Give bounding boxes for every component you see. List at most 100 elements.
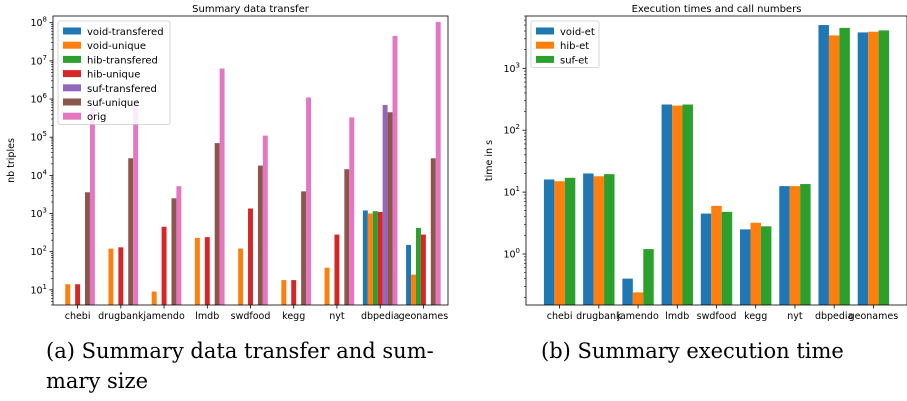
y-axis-label: time in s [484, 140, 495, 181]
caption-a-line2: mary size [46, 369, 148, 393]
bar-void-et-geonames [857, 32, 869, 306]
legend-label-suf-transfered: suf-transfered [87, 84, 157, 95]
legend-swatch-void-et [536, 27, 554, 35]
bar-suf-transfered-dbpedia [382, 104, 388, 305]
bar-void-unique-jamendo [151, 291, 157, 305]
bar-suf-et-kegg [760, 226, 772, 305]
legend-label-hib-unique: hib-unique [87, 70, 140, 81]
bar-suf-et-geonames [878, 30, 890, 305]
legend: void-transfered void-unique hib-transfered… [57, 20, 171, 125]
legend-label-void-transfered: void-transfered [87, 27, 164, 38]
legend-swatch-suf-transfered [63, 84, 81, 92]
bar-hib-et-kegg [750, 222, 761, 305]
legend-swatch-void-unique [63, 41, 81, 49]
y-tick-label: 101 [30, 283, 47, 297]
chart-b: Execution times and call numbers time in … [484, 4, 907, 322]
legend-label-hib-et: hib-et [560, 41, 589, 52]
x-tick-label-swdfood: swdfood [231, 311, 271, 322]
x-tick-label-jamendo: jamendo [616, 311, 659, 322]
bar-hib-et-swdfood [711, 205, 722, 305]
y-tick-label: 100 [503, 247, 520, 261]
bar-hib-et-dbpedia [828, 35, 840, 305]
bar-suf-unique-dbpedia [387, 112, 393, 305]
bar-hib-unique-drugbank [118, 247, 124, 305]
bar-orig-swdfood [262, 135, 268, 305]
x-tick-label-chebi: chebi [547, 311, 573, 322]
x-tick-label-geonames: geonames [399, 311, 449, 322]
bar-orig-drugbank [133, 104, 139, 305]
bar-void-unique-drugbank [108, 248, 114, 305]
legend-label-suf-unique: suf-unique [87, 98, 139, 109]
bar-hib-et-jamendo [632, 292, 644, 305]
x-tick-label-kegg: kegg [282, 311, 305, 322]
bar-void-et-lmdb [661, 104, 673, 306]
bar-hib-unique-dbpedia [377, 211, 383, 305]
legend-swatch-hib-et [536, 41, 554, 49]
bar-void-et-nyt [779, 186, 790, 305]
y-tick-label: 102 [503, 123, 520, 137]
legend-swatch-hib-unique [63, 70, 81, 78]
legend-swatch-hib-transfered [63, 55, 81, 63]
x-tick-label-nyt: nyt [787, 311, 803, 322]
chart-a: Summary data transfer nb triples 101 102 103… [6, 4, 449, 322]
y-tick-label: 106 [30, 92, 47, 106]
bar-orig-geonames [435, 21, 441, 305]
bar-suf-unique-nyt [344, 169, 350, 305]
bar-hib-unique-lmdb [204, 237, 210, 305]
bar-suf-et-nyt [800, 184, 811, 305]
x-tick-label-geonames: geonames [849, 311, 899, 322]
bar-hib-unique-nyt [334, 234, 340, 305]
bar-void-unique-kegg [281, 280, 287, 305]
legend: void-et hib-et suf-et [530, 20, 600, 68]
bar-suf-unique-kegg [301, 191, 307, 305]
y-tick-label: 108 [30, 16, 47, 30]
bar-suf-unique-chebi [85, 192, 90, 305]
x-tick-label-kegg: kegg [744, 311, 767, 322]
bar-suf-unique-geonames [430, 158, 436, 305]
bar-hib-et-nyt [789, 186, 801, 305]
bar-suf-et-drugbank [604, 174, 615, 305]
x-tick-label-swdfood: swdfood [697, 311, 737, 322]
bar-void-unique-swdfood [238, 248, 244, 305]
bar-hib-transfered-geonames [415, 227, 421, 305]
bar-void-unique-nyt [324, 267, 330, 305]
legend-swatch-suf-unique [63, 98, 81, 106]
y-tick-label: 107 [30, 54, 47, 68]
bar-suf-unique-swdfood [257, 165, 263, 305]
y-tick-label: 101 [503, 185, 520, 199]
bar-void-transfered-dbpedia [362, 210, 368, 305]
bar-suf-et-dbpedia [839, 27, 850, 305]
legend-swatch-void-transfered [63, 27, 81, 35]
bar-orig-kegg [306, 97, 312, 305]
legend-label-void-unique: void-unique [87, 41, 146, 52]
bar-void-et-chebi [543, 179, 555, 305]
bar-void-et-drugbank [583, 173, 594, 305]
bar-orig-chebi [89, 107, 95, 305]
bar-hib-et-lmdb [672, 105, 683, 305]
bar-suf-et-lmdb [682, 104, 693, 306]
bar-orig-nyt [349, 117, 355, 306]
bar-hib-unique-swdfood [248, 208, 253, 305]
legend-swatch-suf-et [536, 55, 554, 63]
x-tick-label-dbpedia: dbpedia [361, 311, 399, 322]
bar-void-unique-lmdb [194, 237, 200, 305]
bar-void-et-kegg [740, 229, 751, 305]
caption-b-line1: (b) Summary execution time [541, 339, 844, 363]
caption-b: (b) Summary execution time [541, 336, 901, 366]
x-tick-label-drugbank: drugbank [98, 311, 144, 322]
y-tick-label: 104 [30, 168, 47, 182]
bar-suf-et-swdfood [721, 211, 733, 305]
caption-a: (a) Summary data transfer and sum- mary … [46, 336, 446, 396]
x-tick-label-chebi: chebi [65, 311, 91, 322]
bar-hib-et-drugbank [593, 176, 605, 305]
bar-orig-lmdb [219, 68, 225, 305]
chart-title: Execution times and call numbers [632, 4, 802, 15]
caption-a-line1: (a) Summary data transfer and sum- [46, 339, 434, 363]
bar-void-et-jamendo [622, 278, 633, 305]
x-tick-label-lmdb: lmdb [195, 311, 219, 322]
bar-hib-unique-chebi [75, 284, 81, 305]
bar-hib-unique-geonames [420, 234, 426, 305]
bar-void-unique-geonames [411, 274, 416, 305]
y-tick-label: 102 [30, 245, 47, 259]
